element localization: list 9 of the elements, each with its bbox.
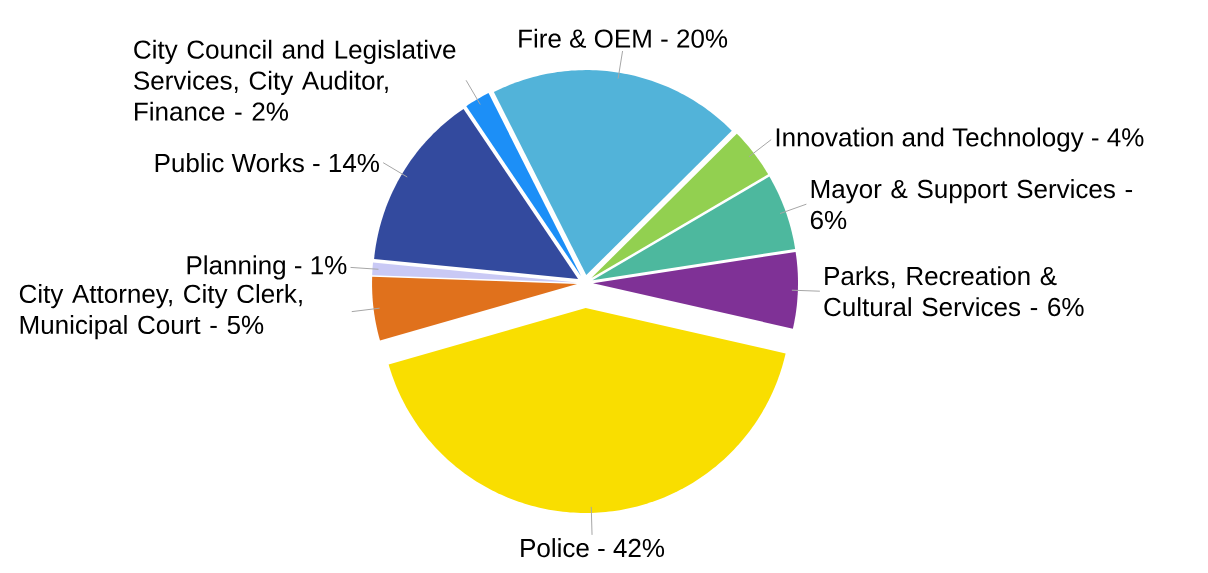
slice-label: Mayor & Support Services - 6% <box>810 179 1133 230</box>
slice-label: City Council and Legislative Services, City Auditor, Finance - 2% <box>134 39 456 121</box>
slice-label: Public Works - 14% <box>155 153 379 173</box>
slice-label: Innovation and Technology - 4% <box>776 127 1144 152</box>
slice-label: Police - 42% <box>521 538 665 558</box>
slice-label: Fire & OEM - 20% <box>519 28 728 48</box>
slice-label: Planning - 1% <box>187 255 347 280</box>
slice-label: City Attorney, City Clerk, Municipal Court - 5% <box>19 284 302 340</box>
slice-label: Parks, Recreation & Cultural Services - 6% <box>824 266 1084 317</box>
